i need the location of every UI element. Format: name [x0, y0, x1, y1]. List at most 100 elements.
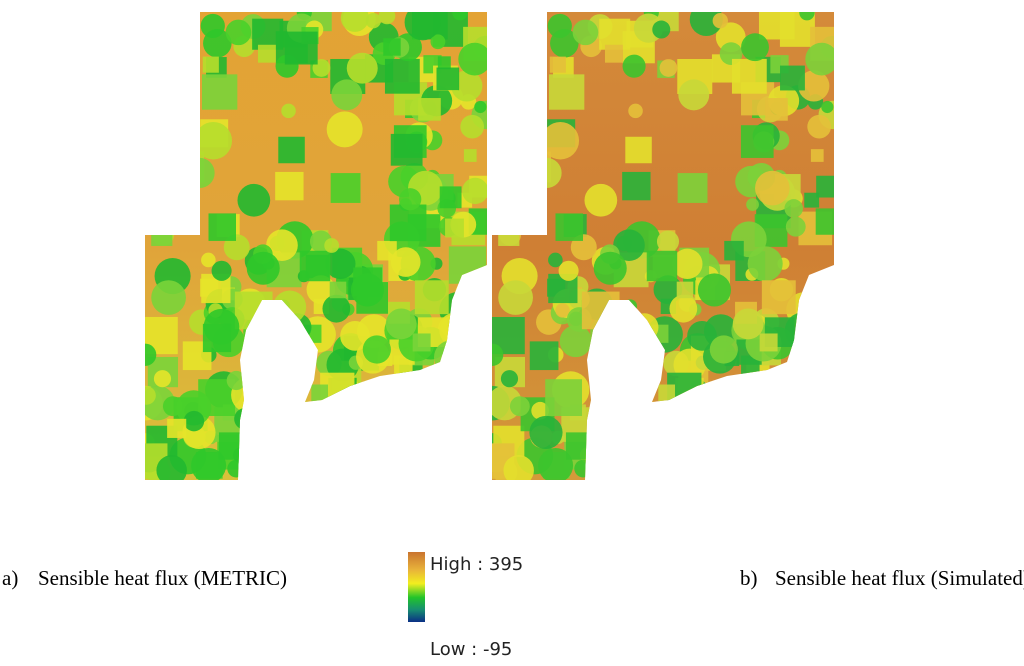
field-patch	[495, 55, 512, 72]
field-patch	[499, 127, 526, 154]
field-patch	[437, 68, 460, 91]
field-patch	[331, 173, 361, 203]
field-patch	[803, 378, 840, 415]
field-patch	[698, 273, 731, 306]
field-patch	[503, 455, 534, 486]
field-patch	[468, 463, 496, 491]
field-patch	[447, 405, 464, 422]
field-patch	[821, 101, 833, 113]
field-patch	[151, 280, 186, 315]
field-patch	[724, 409, 739, 424]
field-patch	[141, 184, 175, 218]
field-patch	[802, 344, 828, 370]
field-patch	[814, 311, 838, 335]
field-patch	[678, 79, 709, 110]
field-patch	[149, 206, 176, 233]
field-patch	[165, 19, 193, 47]
field-patch	[456, 288, 477, 309]
field-patch	[273, 290, 306, 323]
field-patch	[379, 7, 396, 24]
field-patch	[140, 83, 154, 97]
field-patch	[360, 432, 385, 457]
field-patch	[530, 341, 559, 370]
field-patch	[759, 4, 795, 40]
field-patch	[805, 43, 838, 76]
field-patch	[148, 43, 163, 58]
legend-high: High : 395	[430, 554, 523, 575]
field-patch	[140, 140, 170, 170]
field-patch	[235, 292, 273, 330]
field-patch	[237, 184, 270, 217]
field-patch	[356, 282, 388, 314]
field-patch	[460, 115, 484, 139]
field-patch	[724, 241, 744, 261]
field-patch	[485, 186, 508, 209]
field-patch	[245, 413, 276, 444]
field-patch	[227, 460, 245, 478]
field-patch	[397, 389, 411, 403]
field-patch	[810, 390, 845, 425]
field-patch	[268, 326, 288, 346]
field-patch	[219, 432, 246, 459]
field-patch	[487, 198, 501, 212]
field-patch	[426, 426, 453, 453]
field-patch	[813, 393, 843, 423]
field-patch	[439, 392, 465, 418]
field-patch	[434, 340, 468, 374]
field-patch	[476, 339, 495, 358]
field-patch	[791, 372, 820, 401]
field-patch	[721, 424, 737, 440]
field-patch	[594, 252, 627, 285]
field-patch	[327, 111, 363, 147]
field-patch	[157, 125, 186, 154]
legend-low: Low : -95	[430, 639, 512, 660]
field-patch	[399, 188, 421, 210]
field-patch	[816, 283, 843, 310]
field-patch	[258, 45, 276, 63]
field-patch	[305, 416, 335, 446]
field-patch	[512, 19, 540, 47]
field-patch	[574, 460, 592, 478]
field-patch	[458, 43, 491, 76]
field-patch	[160, 96, 197, 133]
field-patch	[612, 423, 627, 438]
field-patch	[254, 360, 283, 389]
field-patch	[677, 282, 694, 299]
field-patch	[386, 458, 420, 492]
field-patch	[381, 385, 404, 408]
field-patch	[285, 32, 318, 65]
field-patch	[351, 383, 369, 401]
figure-canvas: a) Sensible heat flux (METRIC) b) Sensib…	[0, 0, 1024, 666]
field-patch	[275, 172, 303, 200]
field-patch	[556, 213, 583, 240]
field-patch	[360, 404, 381, 425]
panel-caption: Sensible heat flux (METRIC)	[38, 566, 287, 590]
field-patch	[624, 299, 637, 312]
field-patch	[669, 295, 697, 323]
field-patch	[458, 429, 489, 460]
field-patch	[285, 455, 308, 478]
field-patch	[784, 199, 803, 218]
field-patch	[744, 442, 769, 467]
field-patch	[707, 432, 732, 457]
field-patch	[707, 404, 728, 425]
field-patch	[719, 425, 739, 445]
field-patch	[786, 392, 812, 418]
field-patch	[634, 402, 663, 431]
field-patch	[384, 377, 404, 397]
field-patch	[391, 134, 423, 166]
field-patch	[630, 313, 658, 341]
field-patch	[532, 158, 562, 188]
field-patch	[160, 193, 196, 229]
field-patch	[288, 334, 306, 352]
field-patch	[347, 53, 378, 84]
field-patch	[646, 403, 662, 419]
field-patch	[279, 330, 298, 349]
field-patch	[780, 66, 805, 91]
field-patch	[152, 127, 179, 154]
field-patch	[151, 225, 172, 246]
field-patch	[363, 335, 391, 363]
field-patch	[234, 408, 256, 430]
field-patch	[447, 346, 478, 377]
map-simulated	[475, 0, 849, 491]
